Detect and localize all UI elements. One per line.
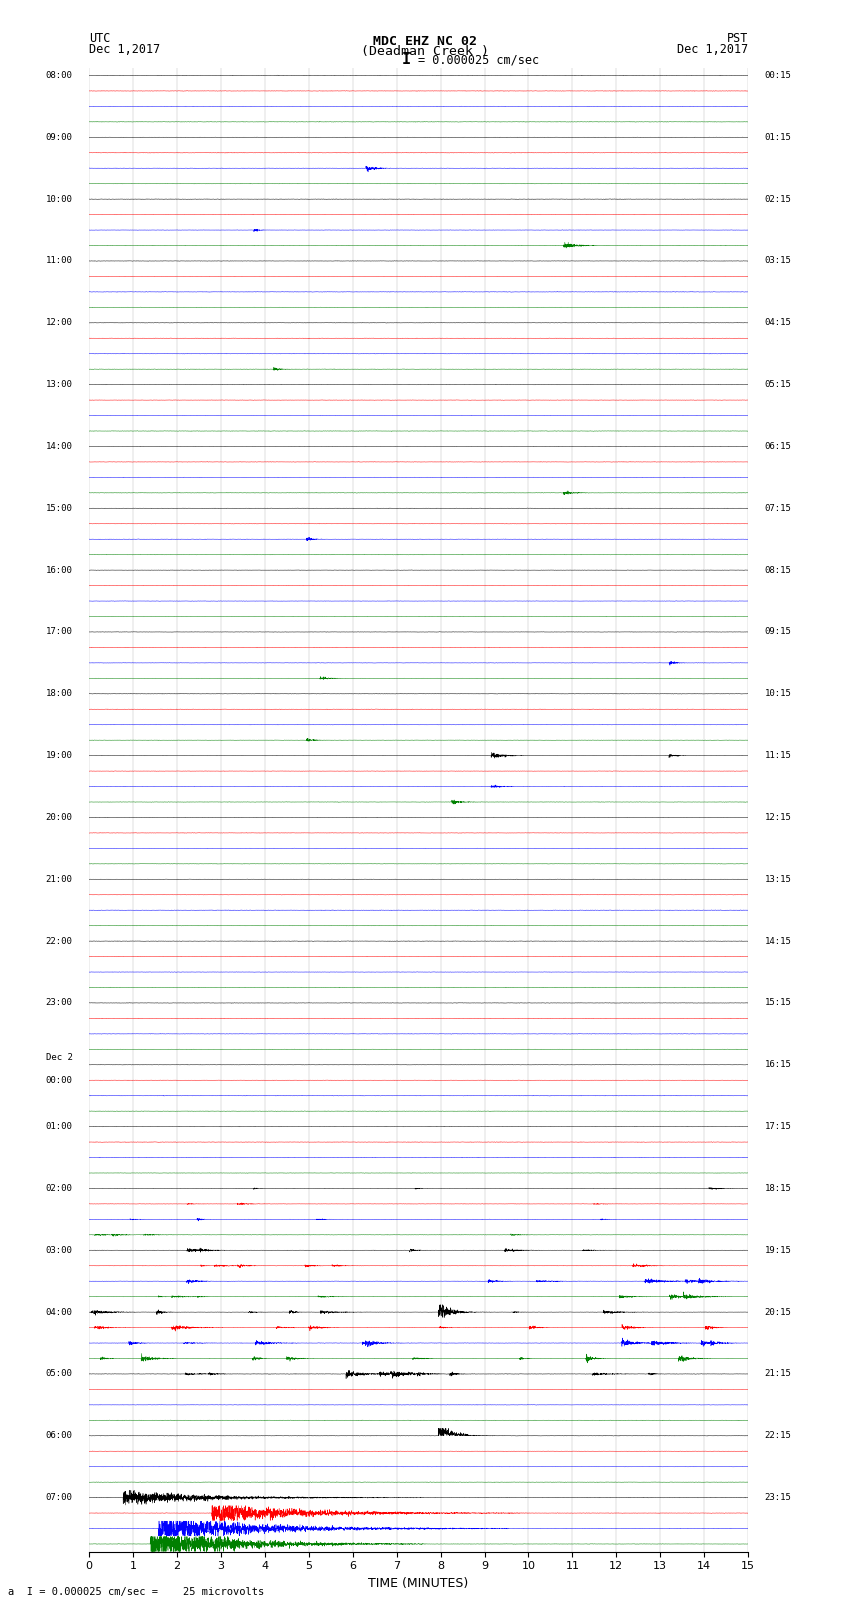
Text: 09:00: 09:00 xyxy=(46,132,72,142)
Text: 09:15: 09:15 xyxy=(765,627,791,637)
Text: 14:15: 14:15 xyxy=(765,937,791,945)
Text: 19:15: 19:15 xyxy=(765,1245,791,1255)
Text: 18:00: 18:00 xyxy=(46,689,72,698)
Text: 18:15: 18:15 xyxy=(765,1184,791,1194)
Text: 11:15: 11:15 xyxy=(765,752,791,760)
Text: 16:00: 16:00 xyxy=(46,566,72,574)
Text: Dec 1,2017: Dec 1,2017 xyxy=(677,44,748,56)
Text: 15:00: 15:00 xyxy=(46,503,72,513)
Text: 08:15: 08:15 xyxy=(765,566,791,574)
X-axis label: TIME (MINUTES): TIME (MINUTES) xyxy=(369,1578,468,1590)
Text: 02:00: 02:00 xyxy=(46,1184,72,1194)
Text: 21:15: 21:15 xyxy=(765,1369,791,1379)
Text: Dec 2: Dec 2 xyxy=(46,1053,72,1061)
Text: 20:15: 20:15 xyxy=(765,1308,791,1316)
Text: 00:00: 00:00 xyxy=(46,1076,72,1084)
Text: 07:00: 07:00 xyxy=(46,1494,72,1502)
Text: 07:15: 07:15 xyxy=(765,503,791,513)
Text: UTC: UTC xyxy=(89,32,110,45)
Text: 08:00: 08:00 xyxy=(46,71,72,81)
Text: 22:15: 22:15 xyxy=(765,1431,791,1440)
Text: 23:00: 23:00 xyxy=(46,998,72,1008)
Text: 21:00: 21:00 xyxy=(46,874,72,884)
Text: 23:15: 23:15 xyxy=(765,1494,791,1502)
Text: 06:00: 06:00 xyxy=(46,1431,72,1440)
Text: 04:15: 04:15 xyxy=(765,318,791,327)
Text: 10:15: 10:15 xyxy=(765,689,791,698)
Text: 13:15: 13:15 xyxy=(765,874,791,884)
Text: 12:15: 12:15 xyxy=(765,813,791,823)
Text: 19:00: 19:00 xyxy=(46,752,72,760)
Text: 06:15: 06:15 xyxy=(765,442,791,452)
Text: 13:00: 13:00 xyxy=(46,381,72,389)
Text: 16:15: 16:15 xyxy=(765,1060,791,1069)
Text: (Deadman Creek ): (Deadman Creek ) xyxy=(361,45,489,58)
Text: 05:00: 05:00 xyxy=(46,1369,72,1379)
Text: 22:00: 22:00 xyxy=(46,937,72,945)
Text: a  I = 0.000025 cm/sec =    25 microvolts: a I = 0.000025 cm/sec = 25 microvolts xyxy=(8,1587,264,1597)
Text: 20:00: 20:00 xyxy=(46,813,72,823)
Text: Dec 1,2017: Dec 1,2017 xyxy=(89,44,161,56)
Text: 03:00: 03:00 xyxy=(46,1245,72,1255)
Text: 05:15: 05:15 xyxy=(765,381,791,389)
Text: 01:00: 01:00 xyxy=(46,1123,72,1131)
Text: 03:15: 03:15 xyxy=(765,256,791,266)
Text: PST: PST xyxy=(727,32,748,45)
Text: 17:00: 17:00 xyxy=(46,627,72,637)
Text: 04:00: 04:00 xyxy=(46,1308,72,1316)
Text: 15:15: 15:15 xyxy=(765,998,791,1008)
Text: 17:15: 17:15 xyxy=(765,1123,791,1131)
Text: 11:00: 11:00 xyxy=(46,256,72,266)
Text: 00:15: 00:15 xyxy=(765,71,791,81)
Text: 10:00: 10:00 xyxy=(46,195,72,203)
Text: MDC EHZ NC 02: MDC EHZ NC 02 xyxy=(373,34,477,47)
Text: = 0.000025 cm/sec: = 0.000025 cm/sec xyxy=(418,53,539,66)
Text: 01:15: 01:15 xyxy=(765,132,791,142)
Text: 14:00: 14:00 xyxy=(46,442,72,452)
Text: I: I xyxy=(402,52,411,66)
Text: 02:15: 02:15 xyxy=(765,195,791,203)
Text: 12:00: 12:00 xyxy=(46,318,72,327)
